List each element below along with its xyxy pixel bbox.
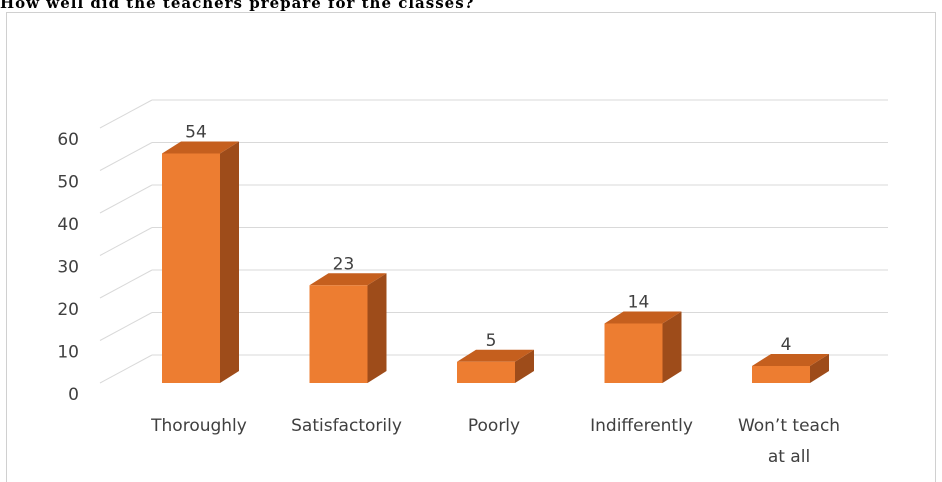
x-axis-categories: Thoroughly Satisfactorily Poorly Indifferen… [150,416,840,467]
bars [162,141,829,383]
bar-top [309,273,387,286]
bar [752,354,829,383]
gridline-slant [99,269,153,299]
y-tick-label: 30 [57,258,79,278]
bar-side [367,273,387,383]
page-title: How well did the teachers prepare for th… [0,0,475,12]
bar-side [220,141,239,383]
bar-top [162,141,239,154]
x-category-label: Poorly [468,416,520,436]
gridlines [99,99,888,384]
x-category-label: Satisfactorily [291,416,402,436]
bar-front [752,366,810,383]
y-tick-label: 0 [68,385,79,405]
data-label: 5 [486,331,497,351]
bar-front [309,285,368,383]
y-tick-label: 40 [57,215,79,235]
x-category-label: Won’t teach at all [738,416,840,467]
y-tick-label: 60 [57,130,79,150]
bar-front [162,153,220,383]
y-tick-label: 50 [57,173,79,193]
gridline-slant [99,142,153,171]
y-axis-ticks: 0 10 20 30 40 50 60 [57,130,79,405]
gridline-slant [99,99,153,129]
bar-front [457,361,515,383]
data-label: 4 [781,335,792,355]
gridline-slant [99,227,153,256]
x-category-label: Indifferently [590,416,693,436]
bar-front [604,323,663,383]
bar-top [752,354,829,366]
data-label: 14 [628,293,650,313]
data-label: 54 [185,123,207,143]
y-tick-label: 20 [57,300,79,320]
x-category-label: Thoroughly [150,416,247,436]
gridline-slant [99,354,153,384]
gridline-slant [99,184,153,214]
data-labels: 54 23 5 14 4 [185,123,791,356]
bar-top [604,311,682,324]
bar [309,273,387,383]
y-tick-label: 10 [57,343,79,363]
gridline-slant [99,312,153,341]
chart-frame [6,12,936,482]
bar [457,349,534,383]
bar [162,141,239,383]
bar [604,311,682,383]
bar-top [457,349,534,362]
bar-side [810,354,829,383]
bar-side [515,349,534,383]
data-label: 23 [333,254,355,274]
bar-side [662,311,682,383]
